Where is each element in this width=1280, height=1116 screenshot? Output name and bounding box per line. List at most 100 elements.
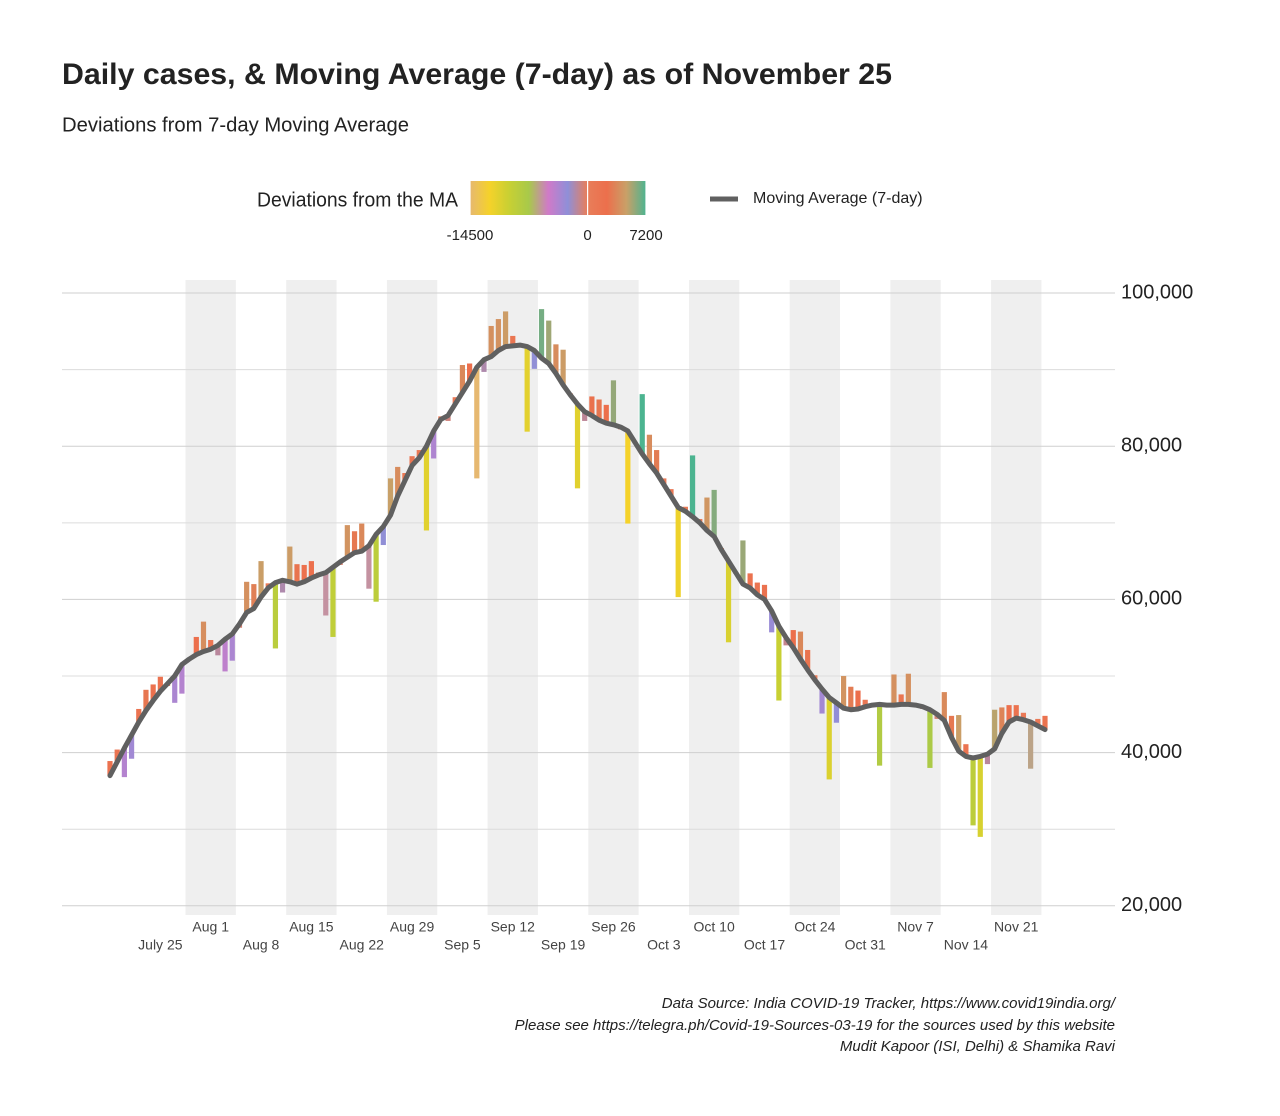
x-tick-label: Aug 1 [192, 919, 229, 935]
deviation-bar [898, 694, 904, 705]
legend: -14500 0 7200 Moving Average (7-day) [447, 181, 923, 244]
deviation-bar [287, 546, 293, 582]
deviation-bar [862, 699, 868, 707]
week-band [487, 280, 538, 915]
deviation-bar [200, 621, 207, 652]
deviation-bar [596, 399, 602, 421]
week-band [688, 280, 740, 915]
week-band [890, 280, 941, 915]
y-tick-label: 80,000 [1121, 434, 1182, 456]
deviation-bar [510, 335, 516, 346]
colorbar-tick-label: 0 [583, 227, 591, 244]
deviation-bar [589, 396, 595, 416]
deviation-bar [790, 630, 796, 648]
deviation-bar [395, 466, 401, 497]
deviation-bar [222, 639, 228, 672]
deviation-bar [481, 359, 487, 372]
deviation-bar [711, 489, 717, 537]
deviation-bar [150, 684, 156, 701]
x-tick-label: July 25 [138, 937, 183, 953]
deviation-bar [553, 344, 559, 374]
y-tick-label: 20,000 [1121, 894, 1182, 916]
deviation-bar [948, 715, 955, 738]
deviation-bar [1042, 715, 1048, 730]
deviation-bar [157, 676, 163, 692]
y-tick-label: 100,000 [1121, 281, 1193, 303]
deviation-bar [776, 626, 782, 701]
deviation-bar [107, 761, 113, 776]
source-line: Mudit Kapoor (ISI, Delhi) & Shamika Ravi [840, 1038, 1116, 1055]
deviation-bar [819, 689, 825, 714]
deviation-bar [992, 709, 998, 749]
deviation-bar [984, 754, 991, 765]
deviation-bar [905, 673, 911, 705]
deviation-bar [689, 455, 696, 517]
deviation-bar [927, 709, 933, 768]
legend-label: Moving Average (7-day) [753, 190, 923, 207]
deviation-bar [251, 584, 257, 609]
deviation-bar [467, 363, 473, 382]
deviation-bar [366, 545, 372, 589]
deviation-bar [459, 365, 466, 393]
week-band [185, 280, 236, 915]
deviation-bar [258, 561, 264, 598]
deviation-bar [272, 582, 279, 649]
deviation-bar [754, 582, 760, 595]
colorbar-tick-label: -14500 [447, 227, 494, 244]
deviation-bar [1006, 705, 1012, 722]
colorbar [470, 181, 646, 215]
deviation-bar [826, 697, 832, 780]
deviation-bar [431, 430, 437, 459]
deviation-bar [488, 325, 494, 357]
deviation-bar [1028, 721, 1034, 769]
deviation-bar [761, 584, 768, 600]
deviation-bar [121, 748, 127, 778]
deviation-bar [654, 450, 660, 474]
x-tick-label: Aug 15 [289, 919, 334, 935]
deviation-bar [474, 367, 480, 479]
y-tick-label: 40,000 [1121, 741, 1182, 763]
deviation-bar [373, 534, 379, 602]
deviation-bar [215, 645, 221, 656]
deviation-bar [574, 404, 581, 489]
x-tick-label: Sep 19 [541, 937, 586, 953]
chart-title: Daily cases, & Moving Average (7-day) as… [62, 58, 892, 91]
deviation-bar [423, 446, 430, 531]
deviation-bar [841, 676, 847, 709]
x-tick-label: Oct 17 [744, 937, 785, 953]
x-tick-label: Sep 26 [591, 919, 636, 935]
deviation-bar [740, 540, 746, 585]
week-band [789, 280, 841, 915]
deviation-bar [179, 664, 185, 694]
deviation-bar [208, 640, 214, 650]
x-tick-label: Nov 7 [897, 919, 934, 935]
deviation-bar [1013, 705, 1019, 719]
deviation-bar [294, 564, 300, 585]
colorbar-tick-label: 7200 [629, 227, 662, 244]
x-tick-label: Oct 31 [845, 937, 886, 953]
deviation-bar [833, 702, 840, 723]
deviation-bar [876, 704, 883, 766]
y-tick-label: 60,000 [1121, 588, 1182, 610]
deviation-bar [970, 757, 976, 826]
x-tick-label: Oct 10 [694, 919, 735, 935]
deviation-bar [531, 350, 537, 369]
deviation-bar [797, 631, 804, 660]
deviation-bar [891, 674, 897, 706]
deviation-bar [495, 319, 501, 351]
x-tick-label: Sep 5 [444, 937, 481, 953]
deviation-bar [704, 497, 710, 531]
deviation-bar [769, 610, 775, 633]
marks [107, 309, 1048, 837]
week-band [386, 280, 438, 915]
deviation-bar [675, 507, 681, 598]
deviation-bar [308, 561, 314, 578]
deviation-bar [855, 690, 861, 709]
deviation-bar [747, 573, 753, 588]
week-band [991, 280, 1042, 915]
colorbar-title: Deviations from the MA [257, 189, 459, 211]
chart-subtitle: Deviations from 7-day Moving Average [62, 114, 409, 136]
deviation-bar [538, 309, 545, 359]
deviation-bar [963, 744, 969, 757]
